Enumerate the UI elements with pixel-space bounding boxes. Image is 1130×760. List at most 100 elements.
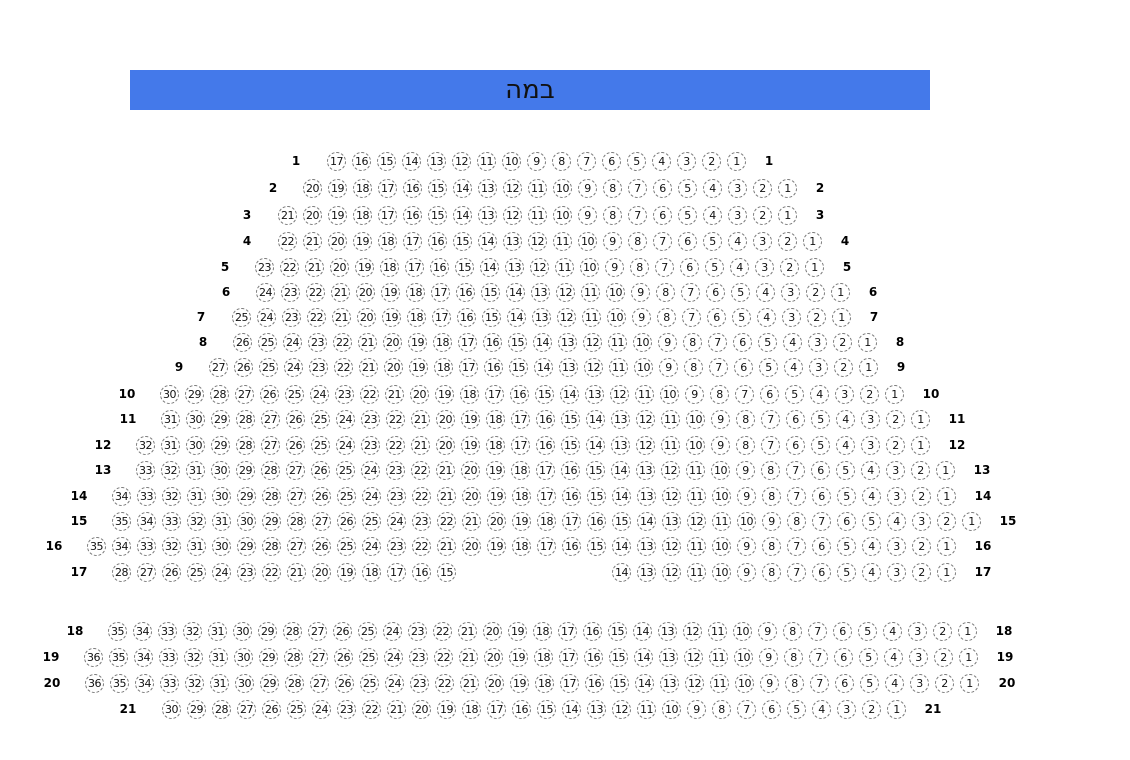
seat-row-19-1[interactable]: 1 — [959, 648, 978, 667]
seat-row-1-14[interactable]: 14 — [402, 152, 421, 171]
seat-row-9-8[interactable]: 8 — [684, 358, 703, 377]
seat-row-5-5[interactable]: 5 — [705, 258, 724, 277]
seat-row-21-15[interactable]: 15 — [537, 700, 556, 719]
seat-row-20-27[interactable]: 27 — [310, 674, 329, 693]
seat-row-7-11[interactable]: 11 — [582, 308, 601, 327]
seat-row-16-12[interactable]: 12 — [662, 537, 681, 556]
seat-row-2-7[interactable]: 7 — [628, 179, 647, 198]
seat-row-12-15[interactable]: 15 — [561, 436, 580, 455]
seat-row-18-1[interactable]: 1 — [958, 622, 977, 641]
seat-row-9-27[interactable]: 27 — [209, 358, 228, 377]
seat-row-20-19[interactable]: 19 — [510, 674, 529, 693]
seat-row-2-2[interactable]: 2 — [753, 179, 772, 198]
seat-row-19-31[interactable]: 31 — [209, 648, 228, 667]
seat-row-5-15[interactable]: 15 — [455, 258, 474, 277]
seat-row-13-6[interactable]: 6 — [811, 461, 830, 480]
seat-row-21-7[interactable]: 7 — [737, 700, 756, 719]
seat-row-17-18[interactable]: 18 — [362, 563, 381, 582]
seat-row-20-3[interactable]: 3 — [910, 674, 929, 693]
seat-row-2-8[interactable]: 8 — [603, 179, 622, 198]
seat-row-20-13[interactable]: 13 — [660, 674, 679, 693]
seat-row-18-19[interactable]: 19 — [508, 622, 527, 641]
seat-row-18-30[interactable]: 30 — [233, 622, 252, 641]
seat-row-19-26[interactable]: 26 — [334, 648, 353, 667]
seat-row-20-33[interactable]: 33 — [160, 674, 179, 693]
seat-row-12-23[interactable]: 23 — [361, 436, 380, 455]
seat-row-17-1[interactable]: 1 — [937, 563, 956, 582]
seat-row-18-10[interactable]: 10 — [733, 622, 752, 641]
seat-row-20-14[interactable]: 14 — [635, 674, 654, 693]
seat-row-17-16[interactable]: 16 — [412, 563, 431, 582]
seat-row-16-29[interactable]: 29 — [237, 537, 256, 556]
seat-row-3-18[interactable]: 18 — [353, 206, 372, 225]
seat-row-19-27[interactable]: 27 — [309, 648, 328, 667]
seat-row-9-10[interactable]: 10 — [634, 358, 653, 377]
seat-row-10-21[interactable]: 21 — [385, 385, 404, 404]
seat-row-20-20[interactable]: 20 — [485, 674, 504, 693]
seat-row-1-10[interactable]: 10 — [502, 152, 521, 171]
seat-row-15-26[interactable]: 26 — [337, 512, 356, 531]
seat-row-3-21[interactable]: 21 — [278, 206, 297, 225]
seat-row-17-20[interactable]: 20 — [312, 563, 331, 582]
seat-row-5-12[interactable]: 12 — [530, 258, 549, 277]
seat-row-18-32[interactable]: 32 — [183, 622, 202, 641]
seat-row-13-2[interactable]: 2 — [911, 461, 930, 480]
seat-row-1-9[interactable]: 9 — [527, 152, 546, 171]
seat-row-11-4[interactable]: 4 — [836, 410, 855, 429]
seat-row-19-9[interactable]: 9 — [759, 648, 778, 667]
seat-row-3-13[interactable]: 13 — [478, 206, 497, 225]
seat-row-12-8[interactable]: 8 — [736, 436, 755, 455]
seat-row-21-21[interactable]: 21 — [387, 700, 406, 719]
seat-row-21-14[interactable]: 14 — [562, 700, 581, 719]
seat-row-16-30[interactable]: 30 — [212, 537, 231, 556]
seat-row-17-7[interactable]: 7 — [787, 563, 806, 582]
seat-row-13-29[interactable]: 29 — [236, 461, 255, 480]
seat-row-9-3[interactable]: 3 — [809, 358, 828, 377]
seat-row-15-15[interactable]: 15 — [612, 512, 631, 531]
seat-row-4-16[interactable]: 16 — [428, 232, 447, 251]
seat-row-10-5[interactable]: 5 — [785, 385, 804, 404]
seat-row-2-12[interactable]: 12 — [503, 179, 522, 198]
seat-row-4-12[interactable]: 12 — [528, 232, 547, 251]
seat-row-2-17[interactable]: 17 — [378, 179, 397, 198]
seat-row-3-9[interactable]: 9 — [578, 206, 597, 225]
seat-row-18-6[interactable]: 6 — [833, 622, 852, 641]
seat-row-5-22[interactable]: 22 — [280, 258, 299, 277]
seat-row-14-30[interactable]: 30 — [212, 487, 231, 506]
seat-row-6-22[interactable]: 22 — [306, 283, 325, 302]
seat-row-12-12[interactable]: 12 — [636, 436, 655, 455]
seat-row-3-6[interactable]: 6 — [653, 206, 672, 225]
seat-row-10-20[interactable]: 20 — [410, 385, 429, 404]
seat-row-12-25[interactable]: 25 — [311, 436, 330, 455]
seat-row-11-2[interactable]: 2 — [886, 410, 905, 429]
seat-row-12-5[interactable]: 5 — [811, 436, 830, 455]
seat-row-19-24[interactable]: 24 — [384, 648, 403, 667]
seat-row-15-22[interactable]: 22 — [437, 512, 456, 531]
seat-row-19-13[interactable]: 13 — [659, 648, 678, 667]
seat-row-20-11[interactable]: 11 — [710, 674, 729, 693]
seat-row-5-19[interactable]: 19 — [355, 258, 374, 277]
seat-row-21-26[interactable]: 26 — [262, 700, 281, 719]
seat-row-21-11[interactable]: 11 — [637, 700, 656, 719]
seat-row-8-16[interactable]: 16 — [483, 333, 502, 352]
seat-row-10-4[interactable]: 4 — [810, 385, 829, 404]
seat-row-18-8[interactable]: 8 — [783, 622, 802, 641]
seat-row-8-11[interactable]: 11 — [608, 333, 627, 352]
seat-row-11-6[interactable]: 6 — [786, 410, 805, 429]
seat-row-20-31[interactable]: 31 — [210, 674, 229, 693]
seat-row-6-3[interactable]: 3 — [781, 283, 800, 302]
seat-row-3-11[interactable]: 11 — [528, 206, 547, 225]
seat-row-11-5[interactable]: 5 — [811, 410, 830, 429]
seat-row-6-15[interactable]: 15 — [481, 283, 500, 302]
seat-row-17-4[interactable]: 4 — [862, 563, 881, 582]
seat-row-15-19[interactable]: 19 — [512, 512, 531, 531]
seat-row-17-5[interactable]: 5 — [837, 563, 856, 582]
seat-row-5-1[interactable]: 1 — [805, 258, 824, 277]
seat-row-10-7[interactable]: 7 — [735, 385, 754, 404]
seat-row-8-23[interactable]: 23 — [308, 333, 327, 352]
seat-row-8-2[interactable]: 2 — [833, 333, 852, 352]
seat-row-15-3[interactable]: 3 — [912, 512, 931, 531]
seat-row-8-19[interactable]: 19 — [408, 333, 427, 352]
seat-row-18-31[interactable]: 31 — [208, 622, 227, 641]
seat-row-19-14[interactable]: 14 — [634, 648, 653, 667]
